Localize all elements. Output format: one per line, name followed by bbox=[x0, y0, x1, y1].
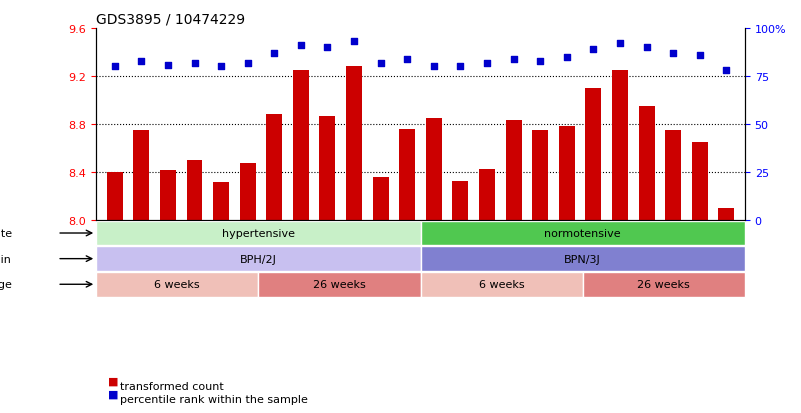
Text: transformed count: transformed count bbox=[120, 381, 224, 391]
FancyBboxPatch shape bbox=[582, 272, 745, 297]
Bar bbox=[479, 169, 495, 221]
Text: 26 weeks: 26 weeks bbox=[638, 280, 690, 290]
Point bbox=[694, 52, 706, 59]
FancyBboxPatch shape bbox=[96, 272, 258, 297]
FancyBboxPatch shape bbox=[96, 247, 421, 271]
Point bbox=[135, 58, 147, 65]
Bar bbox=[160, 170, 176, 221]
FancyBboxPatch shape bbox=[421, 272, 582, 297]
Bar bbox=[505, 121, 521, 221]
Bar bbox=[266, 115, 282, 221]
Text: 6 weeks: 6 weeks bbox=[479, 280, 525, 290]
Point bbox=[507, 56, 520, 63]
Bar bbox=[638, 107, 654, 221]
Point bbox=[614, 41, 626, 47]
Bar bbox=[293, 71, 309, 221]
Point bbox=[481, 60, 493, 67]
FancyBboxPatch shape bbox=[96, 221, 421, 246]
Point bbox=[454, 64, 467, 71]
Bar bbox=[692, 143, 708, 221]
Point bbox=[428, 64, 441, 71]
Bar bbox=[612, 71, 628, 221]
Bar bbox=[559, 127, 575, 221]
Text: BPH/2J: BPH/2J bbox=[239, 254, 277, 264]
Text: disease state: disease state bbox=[0, 228, 12, 238]
Text: 6 weeks: 6 weeks bbox=[155, 280, 200, 290]
Text: GDS3895 / 10474229: GDS3895 / 10474229 bbox=[96, 12, 245, 26]
Bar bbox=[453, 181, 469, 221]
Text: normotensive: normotensive bbox=[545, 228, 621, 238]
Point bbox=[640, 45, 653, 51]
Text: BPN/3J: BPN/3J bbox=[565, 254, 601, 264]
Bar bbox=[586, 89, 602, 221]
Point bbox=[561, 55, 574, 61]
Bar bbox=[213, 182, 229, 221]
Point bbox=[321, 45, 334, 51]
Point bbox=[720, 68, 733, 74]
Text: strain: strain bbox=[0, 254, 12, 264]
Point bbox=[374, 60, 387, 67]
Bar bbox=[133, 131, 149, 221]
Bar bbox=[665, 131, 681, 221]
Bar bbox=[346, 67, 362, 221]
Bar bbox=[187, 161, 203, 221]
FancyBboxPatch shape bbox=[421, 247, 745, 271]
Bar bbox=[399, 130, 415, 221]
Text: ■: ■ bbox=[108, 389, 119, 399]
Bar bbox=[372, 178, 388, 221]
FancyBboxPatch shape bbox=[258, 272, 421, 297]
Bar bbox=[426, 119, 442, 221]
Point bbox=[666, 50, 679, 57]
Point bbox=[108, 64, 121, 71]
Point bbox=[533, 58, 546, 65]
Bar bbox=[532, 131, 548, 221]
Bar bbox=[320, 116, 336, 221]
Point bbox=[241, 60, 254, 67]
Text: age: age bbox=[0, 280, 12, 290]
Point bbox=[268, 50, 280, 57]
Text: ■: ■ bbox=[108, 376, 119, 386]
Bar bbox=[718, 209, 735, 221]
FancyBboxPatch shape bbox=[421, 221, 745, 246]
Point bbox=[348, 39, 360, 45]
Text: 26 weeks: 26 weeks bbox=[313, 280, 366, 290]
Text: percentile rank within the sample: percentile rank within the sample bbox=[120, 394, 308, 404]
Point bbox=[188, 60, 201, 67]
Point bbox=[215, 64, 227, 71]
Text: hypertensive: hypertensive bbox=[222, 228, 295, 238]
Point bbox=[162, 62, 175, 69]
Bar bbox=[239, 163, 256, 221]
Point bbox=[400, 56, 413, 63]
Point bbox=[587, 47, 600, 53]
Bar bbox=[107, 173, 123, 221]
Point bbox=[295, 43, 308, 50]
